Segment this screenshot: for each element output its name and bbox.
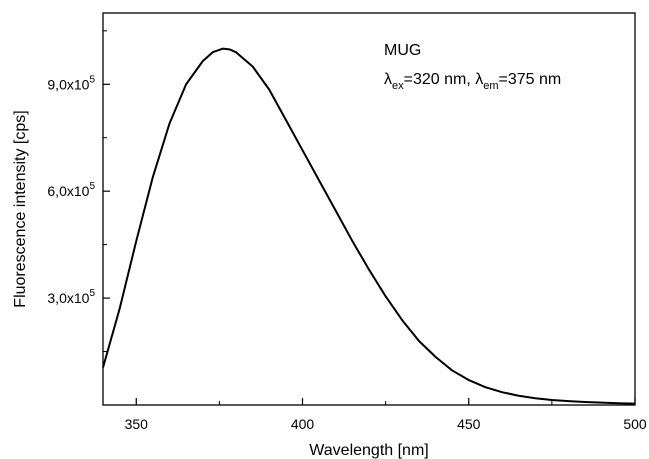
y-tick-exponent: 5 — [89, 74, 95, 85]
y-tick-exponent: 5 — [89, 181, 95, 192]
y-tick-mantissa: 6,0x10 — [47, 183, 89, 199]
x-axis-title: Wavelength [nm] — [309, 442, 428, 459]
x-tick-label-500: 500 — [623, 416, 647, 432]
y-tick-mantissa: 3,0x10 — [47, 290, 89, 306]
y-tick-label-300000: 3,0x105 — [47, 288, 95, 306]
annotation-compound: MUG — [384, 42, 421, 59]
em-value: =375 nm — [499, 71, 562, 88]
y-axis-title: Fluorescence intensity [cps] — [12, 110, 29, 307]
x-tick-label-400: 400 — [291, 416, 315, 432]
ex-value: =320 nm, — [404, 71, 476, 88]
y-tick-label-600000: 6,0x105 — [47, 181, 95, 199]
y-tick-exponent: 5 — [89, 288, 95, 299]
x-tick-label-450: 450 — [457, 416, 481, 432]
ex-subscript: ex — [392, 80, 404, 92]
y-tick-label-900000: 9,0x105 — [47, 74, 95, 92]
x-tick-label-350: 350 — [125, 416, 149, 432]
lambda-em-symbol: λ — [475, 71, 483, 88]
plot-frame — [102, 12, 636, 406]
lambda-ex-symbol: λ — [384, 71, 392, 88]
em-subscript: em — [483, 80, 498, 92]
emission-spectrum-line — [102, 47, 636, 405]
annotation-wavelengths: λex=320 nm, λem=375 nm — [384, 71, 561, 92]
y-tick-mantissa: 9,0x10 — [47, 76, 89, 92]
